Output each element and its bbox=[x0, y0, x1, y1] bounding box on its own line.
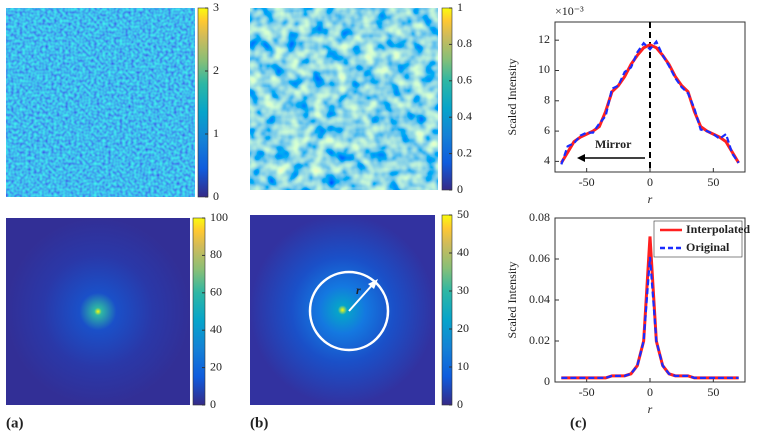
colorbar-tick-label: 20 bbox=[210, 359, 222, 373]
arrow-head bbox=[368, 279, 378, 289]
colorbar-tick-label: 80 bbox=[210, 247, 222, 261]
panel-label: (c) bbox=[570, 415, 587, 431]
annotation: Mirror bbox=[595, 137, 632, 151]
legend-label: Interpolated bbox=[686, 222, 750, 236]
x-axis-label: r bbox=[648, 402, 653, 416]
colorbar-tick-label: 0 bbox=[213, 189, 219, 203]
y-tick-label: 6 bbox=[544, 123, 550, 137]
colorbar-tick-label: 20 bbox=[457, 321, 469, 335]
annotation: r bbox=[356, 283, 361, 297]
heatmap bbox=[6, 8, 195, 197]
heatmap bbox=[250, 215, 435, 405]
arrow-head bbox=[577, 154, 585, 162]
colorbar-tick-label: 0 bbox=[457, 182, 463, 196]
colorbar-tick-label: 1 bbox=[457, 0, 463, 14]
colorbar bbox=[192, 217, 206, 406]
colorbar-tick-label: 0.4 bbox=[457, 109, 472, 123]
panel-label: (a) bbox=[6, 415, 24, 431]
x-tick-label: 0 bbox=[647, 175, 653, 189]
colorbar-tick-label: 1 bbox=[213, 126, 219, 140]
x-tick-label: -50 bbox=[579, 385, 595, 399]
x-tick-label: 50 bbox=[707, 385, 719, 399]
colorbar-tick-label: 0.6 bbox=[457, 73, 472, 87]
y-axis-label: Scaled Intensity bbox=[505, 59, 519, 136]
colorbar-tick-label: 100 bbox=[210, 210, 228, 224]
colorbar-tick-label: 3 bbox=[213, 0, 219, 14]
x-tick-label: 50 bbox=[707, 175, 719, 189]
heatmap bbox=[250, 8, 438, 190]
radius-arrow bbox=[348, 282, 375, 312]
x-tick-label: -50 bbox=[579, 175, 595, 189]
data-line bbox=[560, 39, 740, 165]
heatmap-images bbox=[6, 8, 438, 405]
colorbar-tick-label: 0 bbox=[457, 397, 463, 411]
heatmap bbox=[6, 218, 190, 405]
colorbar-tick-label: 0.2 bbox=[457, 145, 472, 159]
panel-label: (b) bbox=[250, 415, 268, 431]
y-tick-label: 0.04 bbox=[529, 292, 550, 306]
radius-circle bbox=[308, 270, 390, 352]
y-axis-label: Scaled Intensity bbox=[505, 262, 519, 339]
colorbar-tick-label: 0 bbox=[210, 397, 216, 411]
colorbar-tick-label: 0.8 bbox=[457, 36, 472, 50]
y-multiplier: ×10⁻³ bbox=[555, 4, 584, 18]
colorbar-tick-label: 2 bbox=[213, 63, 219, 77]
y-tick-label: 0 bbox=[544, 374, 550, 388]
colorbar-tick-label: 60 bbox=[210, 285, 222, 299]
legend-box bbox=[653, 220, 743, 258]
colorbar bbox=[441, 7, 453, 191]
y-tick-label: 0.06 bbox=[529, 251, 550, 265]
y-tick-label: 8 bbox=[544, 93, 550, 107]
colorbar-tick-label: 10 bbox=[457, 359, 469, 373]
colorbar-tick-label: 40 bbox=[457, 245, 469, 259]
colorbar-tick-label: 40 bbox=[210, 322, 222, 336]
colorbar bbox=[441, 214, 453, 406]
y-tick-label: 10 bbox=[538, 62, 550, 76]
x-tick-label: 0 bbox=[647, 385, 653, 399]
colorbar-tick-label: 30 bbox=[457, 283, 469, 297]
x-axis-label: r bbox=[648, 192, 653, 206]
legend-label: Original bbox=[686, 240, 730, 254]
y-tick-label: 0.08 bbox=[529, 210, 550, 224]
y-tick-label: 4 bbox=[544, 153, 550, 167]
colorbar-tick-label: 50 bbox=[457, 207, 469, 221]
colorbar bbox=[197, 7, 209, 198]
y-tick-label: 0.02 bbox=[529, 333, 550, 347]
data-line bbox=[561, 256, 739, 379]
y-tick-label: 12 bbox=[538, 32, 550, 46]
